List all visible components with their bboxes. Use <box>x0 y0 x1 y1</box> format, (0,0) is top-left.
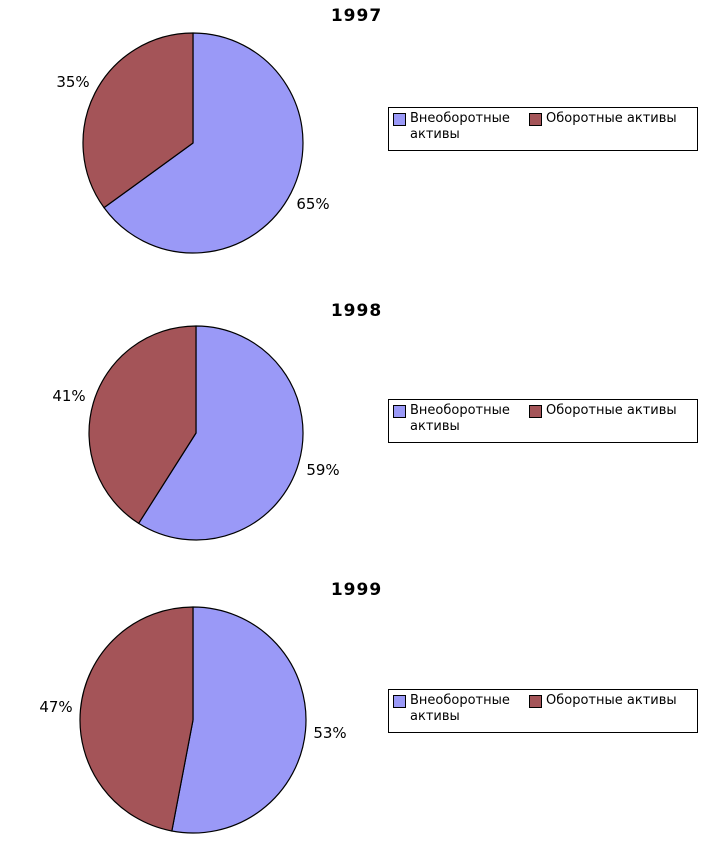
legend-label-vneoborotnye: Внеоборотные активы <box>410 403 510 434</box>
slice-label-1997-vneoborotnye: 65% <box>296 195 330 213</box>
pie-1998 <box>88 325 304 541</box>
chart-title-1997: 1997 <box>330 6 383 26</box>
legend-swatch-oborotnye-icon <box>529 695 542 708</box>
legend-label-vneoborotnye: Внеоборотные активы <box>410 111 510 142</box>
legend-item-vneoborotnye: Внеоборотные активы <box>393 693 529 725</box>
slice-label-1999-vneoborotnye: 53% <box>313 724 347 742</box>
legend-item-oborotnye: Оборотные активы <box>529 403 677 419</box>
chart-title-1998: 1998 <box>330 301 383 321</box>
legend-swatch-vneoborotnye-icon <box>393 113 406 126</box>
slice-label-1998-oborotnye: 41% <box>52 387 86 405</box>
legend-swatch-vneoborotnye-icon <box>393 695 406 708</box>
legend-swatch-vneoborotnye-icon <box>393 405 406 418</box>
legend-item-oborotnye: Оборотные активы <box>529 111 677 127</box>
slice-label-1999-oborotnye: 47% <box>39 698 73 716</box>
legend-item-oborotnye: Оборотные активы <box>529 693 677 709</box>
legend-label-oborotnye: Оборотные активы <box>546 693 677 708</box>
legend-label-oborotnye: Оборотные активы <box>546 111 677 126</box>
legend-item-vneoborotnye: Внеоборотные активы <box>393 403 529 435</box>
pie-1997 <box>82 32 304 254</box>
pie-1999 <box>79 606 307 834</box>
slice-label-1997-oborotnye: 35% <box>56 73 90 91</box>
slice-label-1998-vneoborotnye: 59% <box>306 461 340 479</box>
legend-1999: Внеоборотные активы Оборотные активы <box>388 689 698 733</box>
legend-swatch-oborotnye-icon <box>529 113 542 126</box>
legend-swatch-oborotnye-icon <box>529 405 542 418</box>
legend-1997: Внеоборотные активы Оборотные активы <box>388 107 698 151</box>
chart-title-1999: 1999 <box>330 580 383 600</box>
legend-1998: Внеоборотные активы Оборотные активы <box>388 399 698 443</box>
legend-item-vneoborotnye: Внеоборотные активы <box>393 111 529 143</box>
legend-label-oborotnye: Оборотные активы <box>546 403 677 418</box>
legend-label-vneoborotnye: Внеоборотные активы <box>410 693 510 724</box>
